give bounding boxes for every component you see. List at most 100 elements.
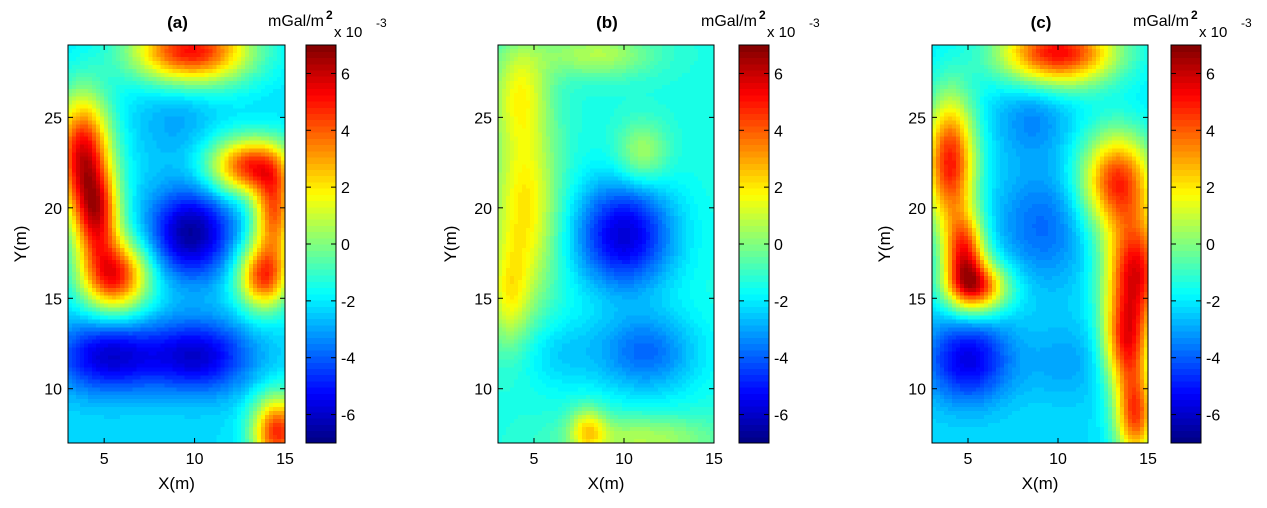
heatmap-cell: [276, 236, 282, 241]
heatmap-cell: [164, 295, 170, 301]
heatmap-cell: [148, 355, 153, 361]
heatmap-cell: [140, 295, 145, 301]
heatmap-cell: [204, 331, 210, 337]
heatmap-cell: [220, 335, 226, 341]
heatmap-cell: [164, 339, 170, 345]
heatmap-cell: [156, 192, 162, 197]
heatmap-cell: [144, 251, 149, 257]
heatmap-cell: [120, 68, 125, 74]
heatmap-cell: [272, 283, 278, 289]
heatmap-cell: [160, 45, 166, 50]
heatmap-cell: [152, 200, 158, 205]
heatmap-cell: [168, 323, 174, 329]
heatmap-cell: [280, 244, 286, 249]
heatmap-cell: [104, 172, 109, 177]
heatmap-cell: [280, 236, 286, 241]
heatmap-cell: [208, 407, 214, 412]
heatmap-cell: [156, 96, 162, 102]
heatmap-cell: [96, 247, 101, 253]
heatmap-cell: [84, 247, 89, 253]
heatmap-cell: [212, 140, 218, 146]
heatmap-cell: [264, 112, 270, 118]
heatmap-cell: [124, 379, 129, 384]
heatmap-cell: [72, 303, 77, 309]
heatmap-cell: [88, 363, 93, 368]
heatmap-cell: [76, 236, 81, 241]
heatmap-cell: [76, 307, 81, 313]
heatmap-cell: [116, 299, 121, 305]
heatmap-cell: [276, 287, 282, 293]
heatmap-cell: [100, 327, 105, 333]
heatmap-cell: [256, 60, 262, 66]
heatmap-cell: [240, 307, 246, 313]
heatmap-cell: [88, 228, 93, 233]
heatmap-cell: [264, 351, 270, 357]
heatmap-cell: [168, 395, 174, 400]
heatmap-cell: [220, 104, 226, 110]
heatmap-cell: [188, 236, 194, 241]
heatmap-cell: [180, 403, 186, 408]
heatmap-cell: [260, 200, 266, 205]
heatmap-cell: [224, 359, 230, 364]
heatmap-cell: [248, 152, 254, 158]
heatmap-cell: [272, 112, 278, 118]
heatmap-cell: [220, 96, 226, 102]
heatmap-cell: [264, 399, 270, 404]
heatmap-cell: [208, 88, 214, 94]
heatmap-cell: [268, 307, 274, 313]
heatmap-cell: [232, 407, 238, 412]
heatmap-cell: [100, 299, 105, 305]
heatmap-cell: [112, 92, 117, 98]
heatmap-cell: [188, 331, 194, 337]
heatmap-cell: [180, 56, 186, 62]
heatmap-cell: [220, 339, 226, 345]
heatmap-cell: [148, 88, 153, 94]
heatmap-cell: [156, 279, 162, 285]
heatmap-cell: [100, 48, 105, 54]
heatmap-cell: [228, 108, 234, 114]
heatmap-cell: [212, 144, 218, 150]
heatmap-cell: [256, 208, 262, 213]
heatmap-cell: [264, 212, 270, 217]
heatmap-cell: [220, 383, 226, 388]
heatmap-cell: [260, 160, 266, 165]
heatmap-cell: [264, 303, 270, 309]
heatmap-cell: [276, 275, 282, 281]
heatmap-cell: [68, 383, 73, 388]
heatmap-cell: [276, 72, 282, 78]
heatmap-cell: [112, 283, 117, 289]
heatmap-cell: [216, 64, 222, 70]
heatmap-cell: [248, 331, 254, 337]
heatmap-cell: [212, 160, 218, 165]
heatmap-cell: [216, 152, 222, 158]
heatmap-cell: [200, 200, 206, 205]
heatmap-cell: [260, 367, 266, 372]
heatmap-cell: [236, 160, 242, 165]
heatmap-cell: [256, 319, 262, 325]
heatmap-cell: [92, 76, 97, 82]
heatmap-cell: [264, 88, 270, 94]
heatmap-cell: [160, 399, 166, 404]
heatmap-cell: [88, 96, 93, 102]
heatmap-cell: [180, 375, 186, 380]
heatmap-cell: [192, 399, 198, 404]
heatmap-cell: [108, 236, 113, 241]
heatmap-cell: [236, 128, 242, 134]
heatmap-cell: [160, 303, 166, 309]
heatmap-cell: [84, 224, 89, 229]
heatmap-cell: [128, 263, 133, 269]
heatmap-cell: [276, 88, 282, 94]
heatmap-cell: [176, 56, 182, 62]
heatmap-cell: [184, 124, 190, 130]
heatmap-cell: [124, 307, 129, 313]
heatmap-cell: [100, 104, 105, 110]
heatmap-cell: [120, 45, 125, 50]
heatmap-cell: [88, 267, 93, 273]
heatmap-cell: [188, 271, 194, 277]
heatmap-cell: [252, 120, 258, 126]
heatmap-cell: [148, 148, 153, 154]
heatmap-cell: [272, 116, 278, 122]
heatmap-cell: [144, 391, 149, 396]
heatmap-cell: [80, 104, 85, 110]
heatmap-cell: [232, 339, 238, 345]
